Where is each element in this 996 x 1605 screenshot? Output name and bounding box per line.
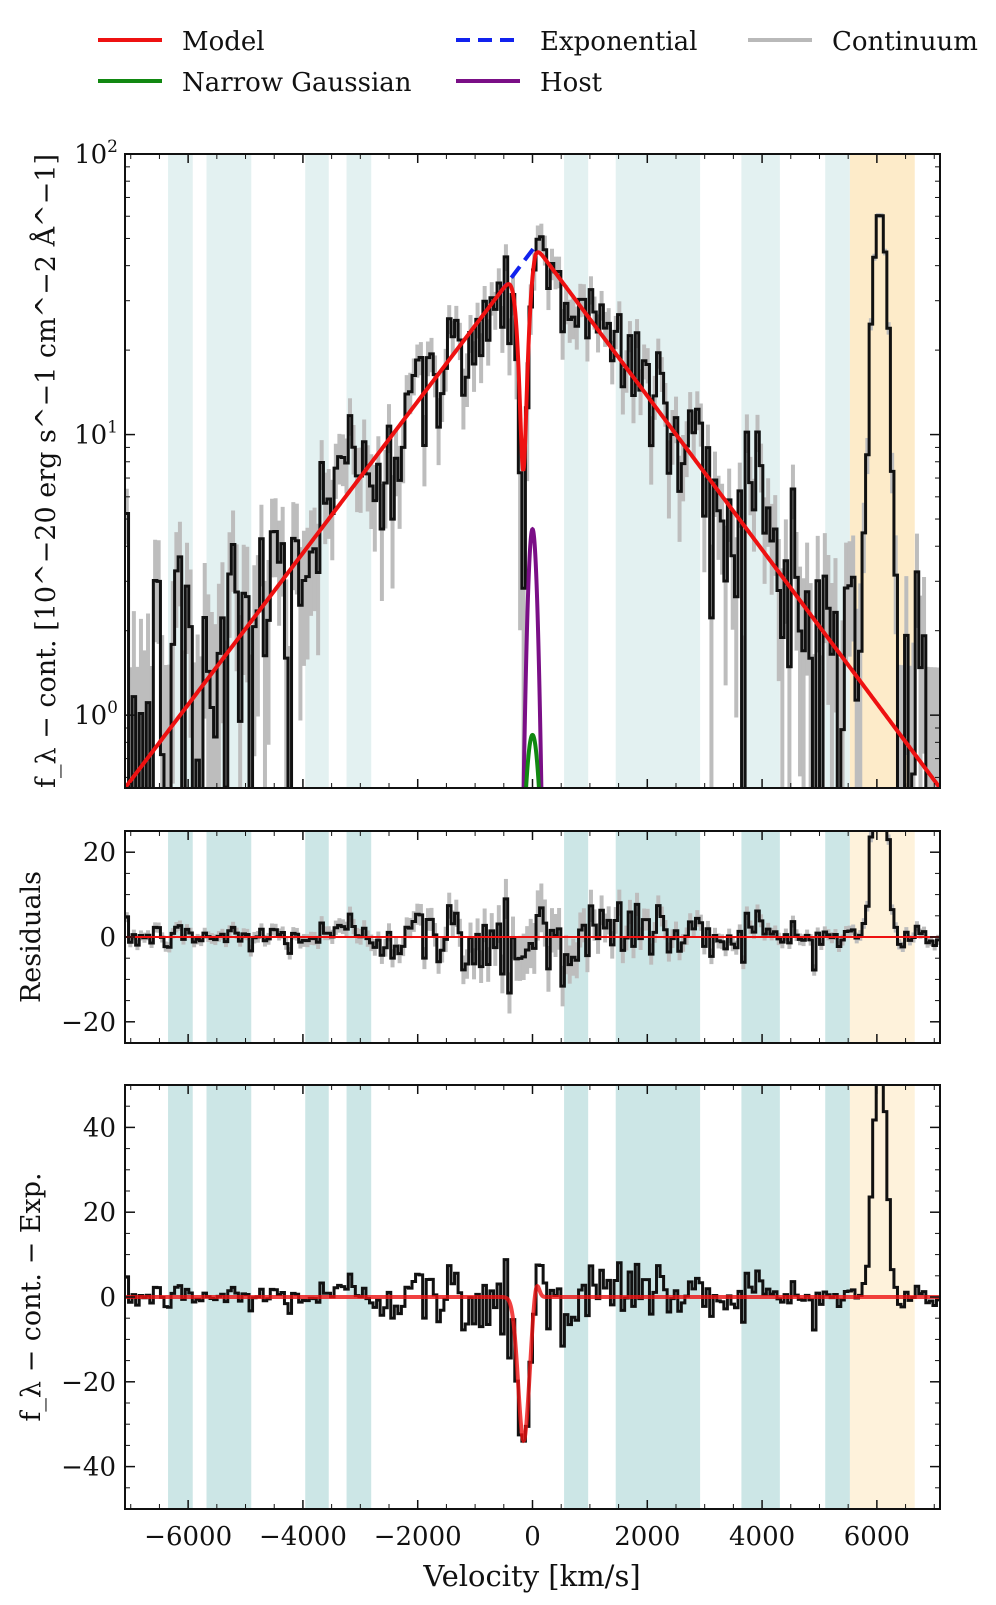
ylabel-residuals: Residuals: [16, 871, 47, 1003]
ticks: 20 0 −20: [61, 830, 940, 1044]
legend-label-continuum: Continuum: [832, 27, 978, 57]
absorption-model-line: [125, 1283, 940, 1444]
ticks: 100 101 102: [74, 137, 940, 788]
y-tick-label: 40: [83, 1113, 116, 1143]
model-layer: [125, 1283, 940, 1444]
y-tick-label: 0: [99, 1283, 116, 1313]
ylabel-absorption: f_λ − cont. − Exp.: [16, 1172, 47, 1421]
y-tick-label: 101: [74, 418, 118, 451]
host-line: [521, 526, 544, 788]
x-tick-labels: −6000 −4000 −2000 0 2000 4000 6000: [144, 1522, 910, 1552]
shaded-region: [305, 154, 329, 788]
x-tick-label: −4000: [259, 1522, 347, 1552]
x-tick-label: 4000: [729, 1522, 795, 1552]
data-layer: [125, 831, 940, 995]
legend-label-host: Host: [540, 68, 603, 98]
y-tick-label: −20: [61, 1368, 116, 1398]
y-tick-label: 102: [74, 137, 118, 170]
x-tick-label: −2000: [374, 1522, 462, 1552]
x-tick-label: 2000: [614, 1522, 680, 1552]
y-tick-label: −40: [61, 1453, 116, 1483]
ticks: 40 20 0 −20 −40: [61, 1084, 940, 1510]
legend-label-exponential: Exponential: [540, 27, 697, 57]
y-tick-label: 100: [74, 698, 118, 731]
x-tick-label: −6000: [144, 1522, 232, 1552]
narrow-gaussian-line: [524, 732, 541, 788]
model-line: [125, 250, 940, 788]
x-tick-label: 0: [524, 1522, 541, 1552]
legend: Model Exponential Continuum Narrow Gauss…: [98, 27, 978, 98]
legend-label-narrow-gaussian: Narrow Gaussian: [182, 68, 412, 98]
panel-residuals: 20 0 −20 Residuals: [16, 830, 941, 1044]
xlabel: Velocity [km/s]: [422, 1559, 640, 1593]
shaded-region: [564, 154, 589, 788]
legend-label-model: Model: [182, 27, 265, 57]
x-tick-label: 6000: [844, 1522, 910, 1552]
y-tick-label: −20: [61, 1008, 116, 1038]
ylabel-spectrum: f_λ − cont. [10^−20 erg s^−1 cm^−2 Å^−1]: [29, 154, 62, 788]
data-residuals: [125, 831, 940, 995]
y-tick-label: 20: [83, 838, 116, 868]
y-tick-label: 20: [83, 1198, 116, 1228]
y-tick-label: 0: [99, 923, 116, 953]
panel-absorption: 40 20 0 −20 −40 f_λ − cont. − Exp.: [16, 1084, 941, 1510]
panel-spectrum: 100 101 102 f_λ − cont. [10^−20 erg s^−1 c…: [29, 137, 941, 789]
model-layer: [125, 244, 940, 788]
